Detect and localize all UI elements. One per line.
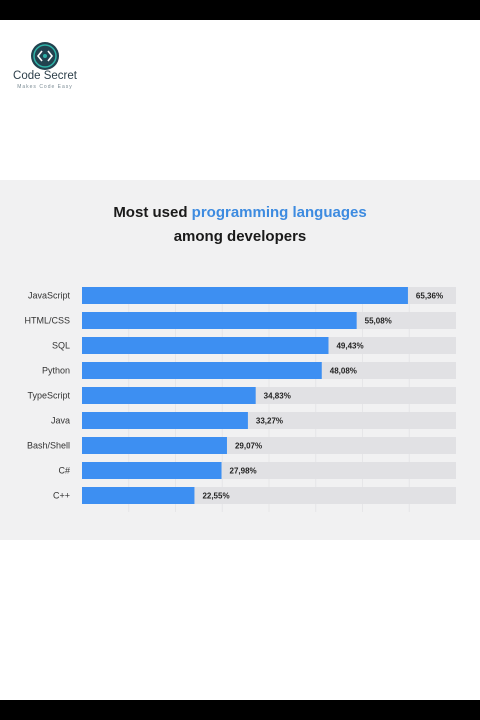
category-label: Python: [42, 366, 70, 376]
bar-html-css: [82, 312, 357, 329]
bar-sql: [82, 337, 329, 354]
top-letterbox: [0, 0, 480, 20]
title-part1: Most used: [113, 204, 192, 221]
value-label: 65,36%: [416, 292, 443, 301]
bar-typescript: [82, 387, 256, 404]
value-label: 22,55%: [202, 492, 229, 501]
value-label: 55,08%: [365, 317, 392, 326]
bar-c-: [82, 462, 222, 479]
value-label: 48,08%: [330, 367, 357, 376]
chart-title-line1: Most used programming languages: [0, 204, 480, 221]
chart-panel: [0, 180, 480, 540]
bar-javascript: [82, 287, 408, 304]
bar-java: [82, 412, 248, 429]
category-label: JavaScript: [28, 291, 71, 301]
title-highlight: programming languages: [191, 204, 367, 221]
value-label: 27,98%: [230, 467, 257, 476]
value-label: 34,83%: [264, 392, 291, 401]
chart-title-line2: among developers: [173, 228, 307, 245]
bottom-letterbox: [0, 700, 480, 720]
category-label: C#: [58, 466, 70, 476]
brand-name: Code Secret: [13, 70, 77, 82]
bar-chart: JavaScript 65,36% HTML/CSS 55,08% SQL 49,43% P…: [24, 287, 456, 512]
brand-tagline: Makes Code Easy: [17, 84, 73, 90]
category-label: C++: [53, 491, 70, 501]
value-label: 33,27%: [256, 417, 283, 426]
category-label: Bash/Shell: [27, 441, 70, 451]
category-label: TypeScript: [27, 391, 70, 401]
category-label: SQL: [52, 341, 70, 351]
bar-bash-shell: [82, 437, 227, 454]
category-label: Java: [51, 416, 70, 426]
value-label: 49,43%: [336, 342, 363, 351]
bar-c-: [82, 487, 195, 504]
code-secret-logo-icon: [31, 42, 59, 70]
category-label: HTML/CSS: [24, 316, 70, 326]
value-label: 29,07%: [235, 442, 262, 451]
brand-logo: Code Secret Makes Code Easy: [10, 38, 80, 94]
bar-python: [82, 362, 322, 379]
